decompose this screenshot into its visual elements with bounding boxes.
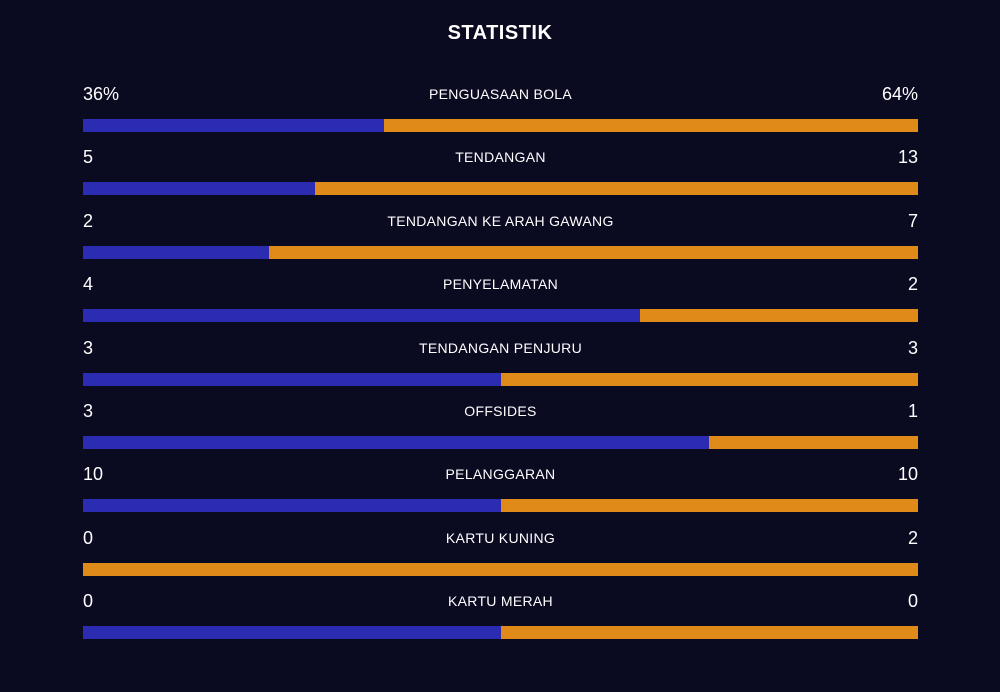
home-bar-segment	[83, 626, 501, 640]
home-bar-segment	[83, 245, 269, 259]
stat-label: PENYELAMATAN	[442, 276, 559, 293]
stat-row: 0 KARTU KUNING 2	[83, 524, 918, 587]
comparison-bar	[83, 245, 918, 259]
home-value: 4	[83, 274, 94, 295]
home-bar-segment	[83, 499, 501, 513]
away-bar-segment	[83, 562, 918, 576]
comparison-bar	[83, 182, 918, 196]
away-value: 7	[907, 210, 918, 231]
stat-row: 5 TENDANGAN 13	[83, 143, 918, 206]
away-bar-segment	[500, 372, 918, 386]
away-value: 1	[907, 400, 918, 421]
away-bar-segment	[639, 309, 918, 323]
home-value: 3	[83, 337, 94, 358]
away-bar-segment	[314, 182, 918, 196]
stat-row: 10 PELANGGARAN 10	[83, 460, 918, 523]
home-value: 2	[83, 210, 94, 231]
home-value: 5	[83, 147, 94, 168]
page-title: STATISTIK	[447, 22, 553, 44]
stat-row: 36% PENGUASAAN BOLA 64%	[83, 80, 918, 143]
away-value: 3	[907, 337, 918, 358]
stat-row: 0 KARTU MERAH 0	[83, 587, 918, 650]
stat-label: KARTU MERAH	[448, 593, 553, 610]
home-value: 36%	[83, 84, 120, 104]
stat-label: KARTU KUNING	[445, 529, 556, 546]
comparison-bar	[83, 562, 918, 576]
away-bar-segment	[709, 435, 918, 449]
comparison-bar	[83, 435, 918, 449]
away-value: 13	[897, 147, 918, 168]
away-value: 2	[907, 527, 918, 548]
home-value: 0	[83, 591, 94, 612]
stat-row: 3 TENDANGAN PENJURU 3	[83, 334, 918, 397]
away-value: 2	[907, 274, 918, 295]
home-value: 0	[83, 527, 94, 548]
away-value: 10	[897, 464, 918, 485]
stat-row: 4 PENYELAMATAN 2	[83, 270, 918, 333]
comparison-bar	[83, 119, 918, 132]
stat-label: OFFSIDES	[464, 402, 537, 419]
stat-label: TENDANGAN KE ARAH GAWANG	[387, 212, 614, 229]
comparison-bar	[83, 499, 918, 513]
home-bar-segment	[83, 309, 640, 323]
stat-label: PENGUASAAN BOLA	[429, 86, 572, 102]
home-bar-segment	[83, 372, 501, 386]
away-bar-segment	[268, 245, 918, 259]
away-value: 0	[907, 591, 918, 612]
home-bar-segment	[83, 435, 710, 449]
comparison-bar	[83, 626, 918, 640]
stat-row: 2 TENDANGAN KE ARAH GAWANG 7	[83, 207, 918, 270]
stat-label: TENDANGAN	[455, 149, 546, 166]
away-bar-segment	[500, 626, 918, 640]
comparison-bar	[83, 372, 918, 386]
stat-label: TENDANGAN PENJURU	[418, 339, 582, 356]
home-value: 10	[83, 464, 104, 485]
stat-label: PELANGGARAN	[445, 466, 556, 483]
home-bar-segment	[83, 182, 315, 196]
stats-list: 36% PENGUASAAN BOLA 64% 5 TENDANGAN 13 2 TENDAN…	[83, 80, 918, 651]
away-bar-segment	[383, 119, 918, 132]
home-value: 3	[83, 400, 94, 421]
comparison-bar	[83, 309, 918, 323]
home-bar-segment	[83, 119, 384, 132]
away-bar-segment	[500, 499, 918, 513]
away-value: 64%	[881, 84, 918, 104]
stat-row: 3 OFFSIDES 1	[83, 397, 918, 460]
